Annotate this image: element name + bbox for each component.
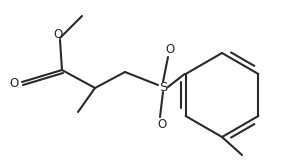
Text: O: O	[53, 28, 62, 41]
Text: O: O	[157, 119, 167, 131]
Text: O: O	[165, 42, 175, 55]
Text: O: O	[10, 76, 19, 90]
Text: S: S	[159, 80, 167, 94]
